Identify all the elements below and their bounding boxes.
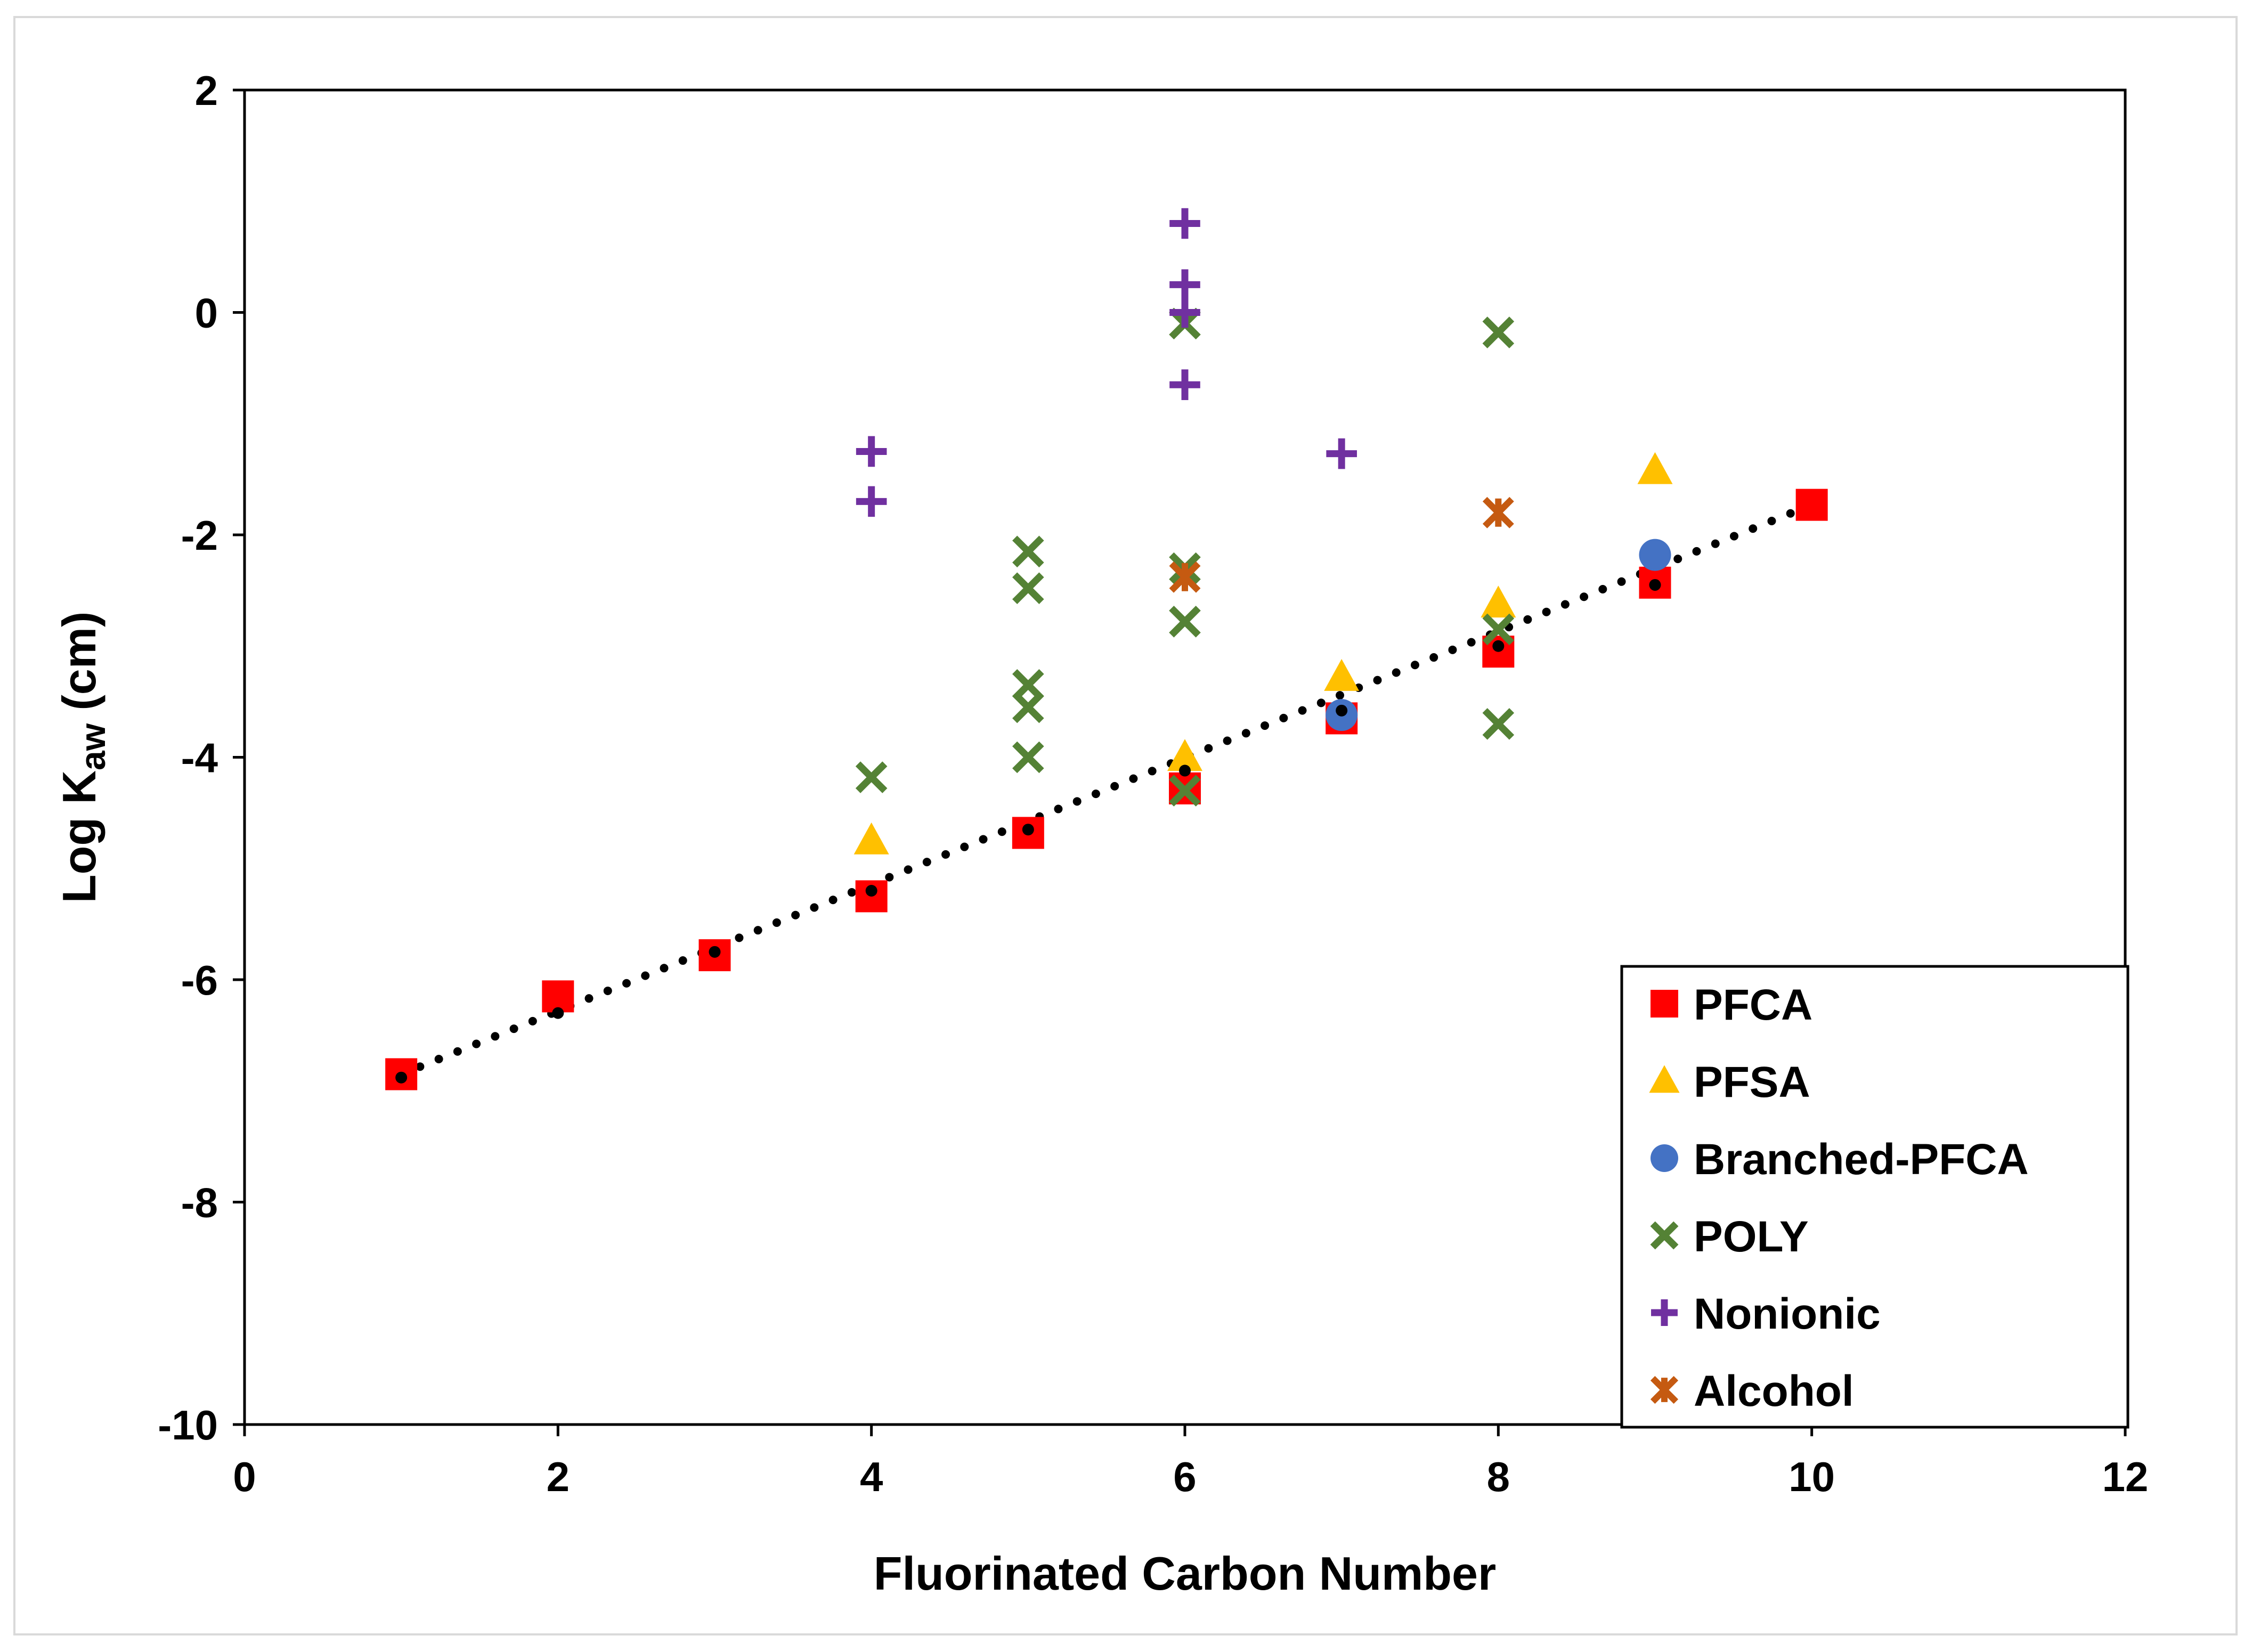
data-point-triangle bbox=[1324, 659, 1360, 691]
series-branched-pfca bbox=[1326, 539, 1671, 731]
scatter-chart: 0 2 4 6 8 10 12 -10 -8 -6 -4 -2 0 2 Fluorinated Carb… bbox=[53, 67, 2148, 1600]
data-point-x bbox=[1012, 741, 1044, 774]
series-pfca bbox=[385, 489, 1828, 1091]
legend: PFCA PFSA Branched-PFCA POLY Nonionic Alcohol bbox=[1620, 965, 2129, 1429]
trendline-point bbox=[1649, 579, 1661, 591]
legend-label: Nonionic bbox=[1694, 1290, 1881, 1338]
data-point-plus bbox=[1169, 208, 1200, 239]
legend-item: POLY bbox=[1650, 1212, 1809, 1261]
legend-label: PFCA bbox=[1694, 981, 1812, 1029]
trendline-point bbox=[1492, 640, 1505, 652]
x-tick-label: 6 bbox=[1173, 1453, 1196, 1500]
legend-item: PFCA bbox=[1651, 981, 1812, 1029]
x-tick-label: 8 bbox=[1487, 1453, 1510, 1500]
series-poly bbox=[855, 307, 1515, 807]
data-point-x bbox=[1169, 775, 1201, 807]
trendline-points bbox=[395, 579, 1661, 1084]
data-points bbox=[385, 208, 1828, 1091]
y-tick-label: -4 bbox=[181, 735, 218, 782]
x-tick-label: 10 bbox=[1788, 1453, 1835, 1500]
y-tick-label: 0 bbox=[195, 290, 218, 337]
data-point-asterisk bbox=[1169, 561, 1201, 593]
x-tick-label: 0 bbox=[233, 1453, 256, 1500]
y-axis-title-unit: (cm) bbox=[53, 612, 105, 723]
legend-box bbox=[1620, 965, 2129, 1429]
data-point-x bbox=[1482, 613, 1515, 646]
data-point-triangle bbox=[853, 822, 889, 855]
data-point-x bbox=[1482, 708, 1515, 740]
legend-item: Branched-PFCA bbox=[1651, 1135, 2029, 1184]
legend-marker-circle bbox=[1651, 1144, 1678, 1172]
trendline-point bbox=[1022, 824, 1034, 836]
series-pfsa bbox=[853, 452, 1673, 855]
trendline-point bbox=[552, 1007, 564, 1019]
y-tick-label: -8 bbox=[181, 1179, 218, 1226]
y-axis-ticks: -10 -8 -6 -4 -2 0 2 bbox=[158, 67, 245, 1448]
data-point-plus bbox=[1169, 297, 1200, 328]
legend-marker-square bbox=[1651, 990, 1678, 1018]
trendline-point bbox=[395, 1071, 408, 1084]
x-axis-title: Fluorinated Carbon Number bbox=[874, 1547, 1497, 1600]
legend-marker-asterisk bbox=[1650, 1376, 1679, 1404]
trendline bbox=[397, 500, 1816, 1079]
y-tick-label: -6 bbox=[181, 957, 218, 1004]
x-tick-label: 12 bbox=[2102, 1453, 2149, 1500]
trendline-point bbox=[1336, 704, 1348, 717]
data-point-plus bbox=[1169, 269, 1200, 300]
trendline-dotted bbox=[397, 500, 1816, 1079]
data-point-plus bbox=[1326, 438, 1357, 469]
legend-marker-triangle bbox=[1649, 1065, 1680, 1093]
y-axis-title-main: Log K bbox=[53, 770, 105, 903]
y-axis-title: Log Kaw (cm) bbox=[53, 612, 112, 904]
data-point-x bbox=[1012, 572, 1044, 604]
data-point-plus bbox=[856, 486, 887, 517]
data-point-triangle bbox=[1167, 739, 1202, 771]
x-axis-ticks: 0 2 4 6 8 10 12 bbox=[233, 1425, 2148, 1500]
y-tick-label: 2 bbox=[195, 67, 218, 114]
data-point-triangle bbox=[1637, 452, 1673, 484]
legend-item: PFSA bbox=[1649, 1058, 1810, 1106]
legend-marker-plus bbox=[1651, 1299, 1678, 1326]
legend-label: POLY bbox=[1694, 1212, 1809, 1261]
trendline-point bbox=[1179, 764, 1191, 777]
legend-label: Branched-PFCA bbox=[1694, 1135, 2029, 1184]
data-point-circle bbox=[1639, 539, 1671, 571]
legend-label: Alcohol bbox=[1694, 1367, 1854, 1415]
legend-label: PFSA bbox=[1694, 1058, 1810, 1106]
trendline-point bbox=[865, 885, 877, 897]
data-point-square bbox=[542, 980, 574, 1013]
data-point-x bbox=[855, 761, 888, 793]
series-alcohol bbox=[1169, 497, 1514, 593]
data-point-x bbox=[1012, 691, 1044, 723]
data-point-triangle bbox=[1481, 585, 1516, 618]
data-point-asterisk bbox=[1482, 497, 1514, 528]
x-tick-label: 4 bbox=[860, 1453, 883, 1500]
data-point-x bbox=[1012, 535, 1044, 568]
y-tick-label: -10 bbox=[158, 1402, 218, 1448]
data-point-square bbox=[1795, 489, 1828, 521]
data-point-x bbox=[1169, 606, 1201, 638]
legend-item: Alcohol bbox=[1650, 1367, 1854, 1415]
data-point-plus bbox=[1169, 369, 1200, 400]
legend-item: Nonionic bbox=[1651, 1290, 1881, 1338]
data-point-plus bbox=[856, 436, 887, 467]
data-point-x bbox=[1482, 316, 1515, 348]
trendline-point bbox=[709, 946, 721, 958]
chart-frame: 0 2 4 6 8 10 12 -10 -8 -6 -4 -2 0 2 Fluorinated Carb… bbox=[13, 16, 2238, 1635]
series-nonionic bbox=[856, 208, 1357, 517]
legend-marker-x bbox=[1650, 1221, 1679, 1250]
y-axis-title-subscript: aw bbox=[73, 723, 112, 770]
x-tick-label: 2 bbox=[547, 1453, 570, 1500]
y-tick-label: -2 bbox=[181, 512, 218, 559]
